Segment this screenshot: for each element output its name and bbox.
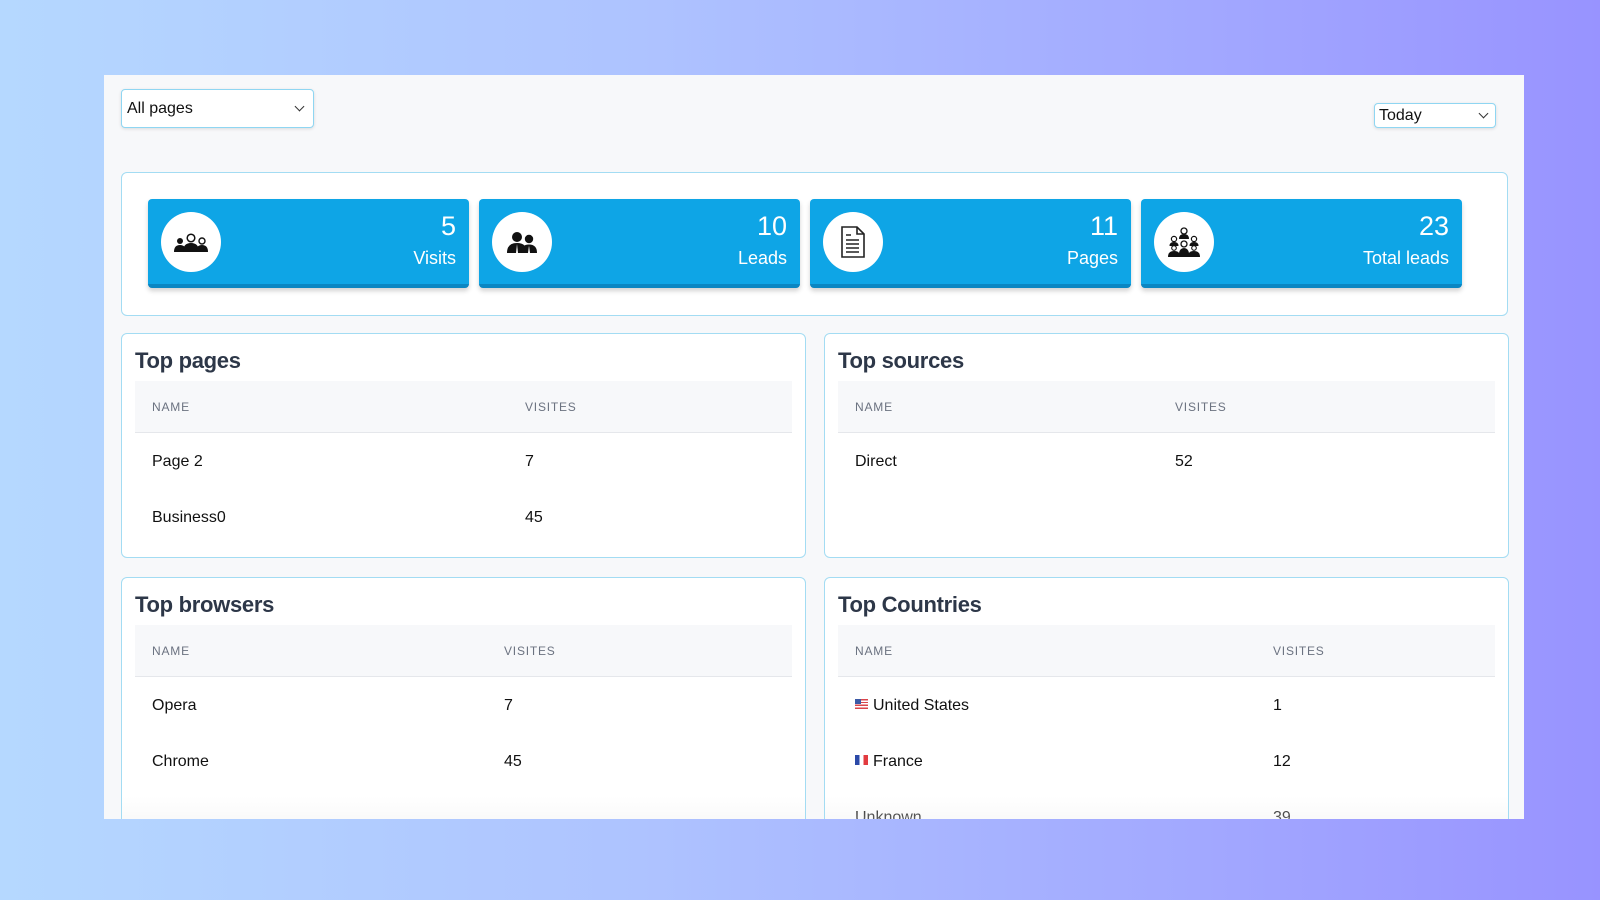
table-row: France 12 [838, 734, 1495, 790]
row-name: United States [873, 697, 970, 714]
page-filter-select[interactable]: All pages [121, 89, 314, 128]
stat-card-visits: 5 Visits [148, 199, 469, 288]
row-visits: 7 [525, 453, 534, 470]
row-visits: 1 [1273, 697, 1282, 714]
row-name: Unknown [855, 809, 922, 819]
chevron-down-icon [1478, 108, 1489, 119]
column-header-name: NAME [855, 643, 893, 658]
table-row: United States 1 [838, 678, 1495, 734]
table-row: Unknown 39 [838, 790, 1495, 819]
row-name: Direct [855, 453, 897, 470]
page-filter-value: All pages [127, 99, 193, 117]
team-hierarchy-icon [1154, 212, 1214, 272]
row-visits: 45 [525, 509, 543, 526]
row-visits: 39 [1273, 809, 1291, 819]
us-flag-icon [855, 699, 868, 709]
stat-value: 23 [1418, 211, 1449, 241]
top-browsers-card: Top browsers NAME VISITES Opera 7 Chrome… [121, 577, 806, 819]
table-row: Page 2 7 [135, 434, 792, 490]
stat-card-leads: 10 Leads [479, 199, 800, 288]
row-name: Business0 [152, 509, 226, 526]
card-title: Top pages [135, 348, 241, 373]
column-header-visits: VISITES [525, 399, 577, 414]
column-header-name: NAME [855, 399, 893, 414]
table-row: Chrome 45 [135, 734, 792, 790]
table-row: Direct 52 [838, 434, 1495, 490]
stat-label: Leads [737, 248, 787, 268]
stats-panel: 5 Visits 10 Leads [121, 172, 1508, 316]
stat-label: Visits [413, 248, 456, 268]
row-name: Chrome [152, 753, 209, 770]
row-visits: 12 [1273, 753, 1291, 770]
row-visits: 45 [504, 753, 522, 770]
column-header-visits: VISITES [504, 643, 556, 658]
top-countries-card: Top Countries NAME VISITES United States… [824, 577, 1509, 819]
card-title: Top browsers [135, 592, 275, 617]
row-name: France [873, 753, 923, 770]
stat-value: 10 [756, 211, 787, 241]
analytics-dashboard: All pages Today 5 Visits [104, 75, 1524, 819]
table-row: Opera 7 [135, 678, 792, 734]
table-header: NAME VISITES [838, 625, 1495, 677]
column-header-name: NAME [152, 399, 190, 414]
stat-card-pages: 11 Pages [810, 199, 1131, 288]
top-pages-card: Top pages NAME VISITES Page 2 7 Business… [121, 333, 806, 558]
row-name: Opera [152, 697, 197, 714]
france-flag-icon [855, 755, 868, 765]
stat-value: 11 [1089, 211, 1118, 241]
group-users-icon [161, 212, 221, 272]
row-visits: 52 [1175, 453, 1193, 470]
column-header-visits: VISITES [1175, 399, 1227, 414]
card-title: Top sources [838, 348, 964, 373]
row-name: Page 2 [152, 453, 203, 470]
stat-label: Total leads [1362, 248, 1449, 268]
card-title: Top Countries [838, 592, 982, 617]
row-name-cell: United States [855, 697, 969, 715]
scroll-fade [122, 796, 805, 819]
document-icon [823, 212, 883, 272]
table-header: NAME VISITES [135, 625, 792, 677]
top-sources-card: Top sources NAME VISITES Direct 52 [824, 333, 1509, 558]
table-header: NAME VISITES [135, 381, 792, 433]
table-row: Business0 45 [135, 490, 792, 546]
stat-card-total-leads: 23 Total leads [1141, 199, 1462, 288]
stat-label: Pages [1066, 248, 1118, 268]
row-name-cell: France [855, 753, 923, 771]
date-range-value: Today [1379, 106, 1422, 124]
table-header: NAME VISITES [838, 381, 1495, 433]
date-range-select[interactable]: Today [1374, 103, 1496, 128]
column-header-visits: VISITES [1273, 643, 1325, 658]
two-users-icon [492, 212, 552, 272]
stat-value: 5 [440, 211, 456, 241]
column-header-name: NAME [152, 643, 190, 658]
chevron-down-icon [294, 101, 305, 112]
row-visits: 7 [504, 697, 513, 714]
